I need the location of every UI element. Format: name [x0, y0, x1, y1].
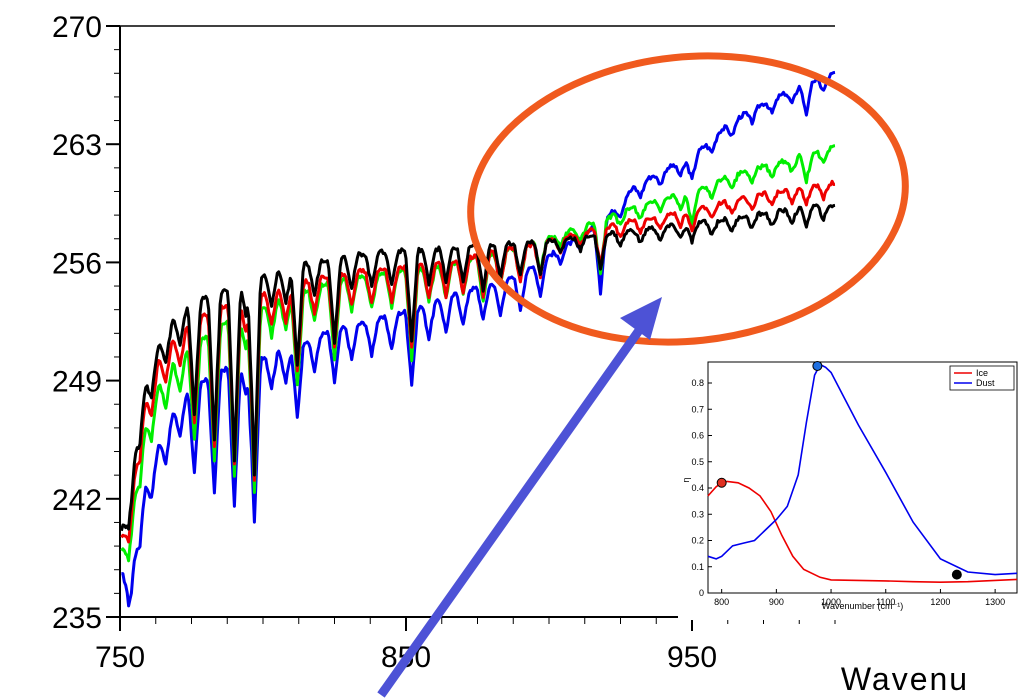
y-tick-label: 263 [52, 129, 102, 162]
inset-y-axis-title: η [681, 477, 691, 482]
y-tick-label: 270 [52, 11, 102, 44]
inset-y-tick-label: 0.5 [691, 457, 704, 467]
y-tick-label: 242 [52, 484, 102, 517]
inset-y-tick-label: 0.7 [691, 404, 704, 414]
inset-x-tick-label: 1300 [985, 597, 1005, 607]
inset-y-tick-label: 0.2 [691, 536, 704, 546]
x-tick-label: 950 [667, 641, 717, 674]
inset-series-ice [707, 480, 1018, 584]
inset-frame [707, 361, 1018, 594]
y-tick-label: 256 [52, 247, 102, 280]
inset-y-tick-label: 0.6 [691, 431, 704, 441]
inset-x-axis-title: Wavenumber (cm⁻¹) [822, 601, 903, 611]
inset-y-tick-label: 0.4 [691, 483, 704, 493]
series-line-0 [121, 70, 836, 608]
x-axis-title: Wavenu [841, 661, 969, 697]
inset-x-tick-label: 800 [714, 597, 729, 607]
inset-marker-dot [812, 360, 823, 371]
inset-background [678, 355, 1019, 620]
inset-chart: 0 0.1 0.2 0.3 0.4 0.5 0.6 0.7 0.8 800 900 1000 1100 1… [678, 355, 1019, 620]
inset-y-tick-label: 0 [699, 588, 704, 598]
inset-y-tick-label: 0.1 [691, 562, 704, 572]
inset-x-tick-label: 1100 [876, 597, 895, 607]
inset-y-tick-label: 0.8 [691, 378, 704, 388]
inset-x-tick-label: 1200 [930, 597, 950, 607]
inset-y-tick-label: 0.3 [691, 509, 704, 519]
y-tick-label: 235 [52, 602, 102, 635]
x-tick-label: 750 [95, 641, 145, 674]
inset-marker-dot [951, 569, 962, 580]
inset-marker-dot [716, 477, 727, 488]
arrow-head [620, 297, 662, 340]
inset-legend-box [949, 365, 1015, 391]
inset-series-dust [707, 363, 1018, 576]
y-tick-label: 249 [52, 366, 102, 399]
inset-legend-label: Ice [976, 368, 988, 378]
main-chart: 235242249256263270750850950Wavenu [52, 11, 969, 697]
highlight-ellipse [467, 52, 909, 346]
arrow-shaft [377, 319, 649, 698]
annotations [377, 52, 909, 698]
inset-legend-label: Dust [976, 378, 995, 388]
inset-x-tick-label: 900 [769, 597, 784, 607]
inset-x-tick-label: 1000 [821, 597, 841, 607]
